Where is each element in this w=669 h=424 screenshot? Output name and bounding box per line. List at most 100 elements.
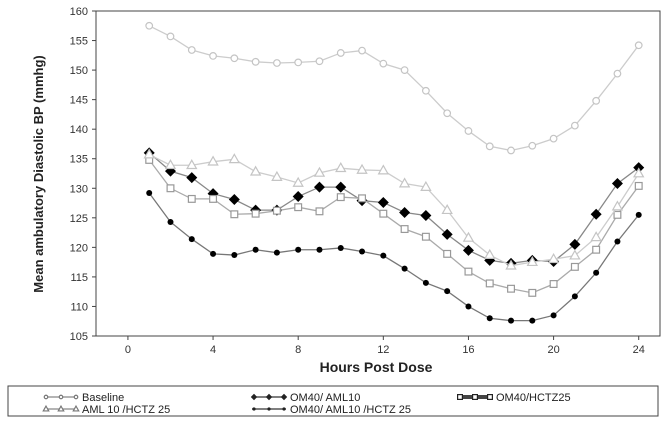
data-point <box>462 244 474 256</box>
data-point <box>358 194 367 203</box>
data-point <box>592 245 601 254</box>
x-tick-label: 24 <box>633 344 645 356</box>
data-point <box>444 288 451 295</box>
x-axis-title: Hours Post Dose <box>320 359 433 375</box>
legend-marker <box>57 404 65 412</box>
x-axis: 0 4 8 12 16 20 24 <box>125 336 645 356</box>
data-point <box>421 232 430 241</box>
data-point <box>210 250 217 257</box>
data-point <box>145 21 154 30</box>
data-point <box>592 96 601 105</box>
legend-label: Baseline <box>82 392 124 404</box>
data-point <box>186 159 198 170</box>
data-point <box>550 312 557 319</box>
data-point <box>166 184 175 193</box>
data-point <box>187 46 196 54</box>
data-point <box>143 148 155 159</box>
data-point <box>377 196 389 208</box>
data-point <box>611 200 624 211</box>
data-point <box>508 317 515 324</box>
data-point <box>401 265 408 272</box>
data-point <box>186 172 198 184</box>
legend-entry: OM40/ AML10 <box>250 392 360 404</box>
x-tick-label: 16 <box>462 344 474 356</box>
data-point <box>613 210 622 219</box>
y-tick-label: 110 <box>70 301 88 313</box>
y-axis: 105 110 115 120 125 130 135 140 145 150 155 160 <box>70 6 96 343</box>
data-point <box>252 246 259 253</box>
data-point <box>549 280 558 288</box>
data-point <box>464 127 473 135</box>
data-point <box>570 262 579 271</box>
data-point <box>400 225 409 234</box>
series-aml-10-hctz-25 <box>143 148 645 270</box>
data-point <box>569 238 581 250</box>
data-point <box>271 170 283 181</box>
data-point <box>507 146 515 155</box>
data-point <box>273 249 280 256</box>
data-point <box>379 209 388 218</box>
data-point <box>230 210 239 219</box>
data-point <box>207 155 219 166</box>
legend-marker <box>252 407 256 411</box>
data-point <box>335 162 347 173</box>
data-point <box>187 194 196 203</box>
y-tick-label: 150 <box>70 65 88 77</box>
data-point <box>634 41 643 50</box>
y-axis-title: Mean ambulatory Diastolic BP (mmhg) <box>31 55 46 292</box>
data-point <box>569 249 581 260</box>
data-point <box>336 193 345 202</box>
data-point <box>166 32 175 41</box>
y-tick-label: 105 <box>70 331 88 343</box>
y-tick-label: 155 <box>70 36 88 48</box>
legend-entry: OM40/ AML10 /HCTZ 25 <box>252 404 411 416</box>
legend-marker <box>282 407 286 411</box>
legend-marker <box>42 404 50 412</box>
data-point <box>422 279 429 286</box>
data-point <box>486 315 493 322</box>
data-point <box>273 59 281 67</box>
data-point <box>465 303 472 310</box>
legend-marker <box>72 404 80 412</box>
data-point <box>336 49 345 57</box>
data-point <box>358 46 366 55</box>
data-point <box>315 57 324 66</box>
data-point <box>443 249 452 258</box>
data-point <box>231 252 238 259</box>
data-point <box>398 177 411 188</box>
data-point <box>421 86 430 95</box>
x-tick-label: 4 <box>210 344 216 356</box>
data-point <box>443 109 452 118</box>
legend-label: OM40/HCTZ25 <box>496 392 571 404</box>
data-point <box>420 180 432 191</box>
series-line <box>148 192 640 322</box>
x-tick-label: 12 <box>377 344 389 356</box>
data-point <box>313 166 326 177</box>
data-point <box>337 244 344 251</box>
data-point <box>228 153 241 164</box>
legend-marker <box>267 407 271 411</box>
legend-label: OM40/ AML10 /HCTZ 25 <box>290 404 411 416</box>
data-point <box>292 191 304 203</box>
data-point <box>528 141 537 150</box>
legend-label: OM40/ AML10 <box>290 392 360 404</box>
legend-marker <box>58 394 64 400</box>
data-point <box>526 255 539 267</box>
data-point <box>590 231 602 242</box>
data-point <box>251 57 260 66</box>
data-point <box>505 259 517 270</box>
legend-marker <box>457 394 464 401</box>
data-point <box>549 134 558 143</box>
data-point <box>484 248 496 259</box>
data-point <box>547 253 560 264</box>
data-point <box>420 209 432 221</box>
data-point <box>251 209 260 218</box>
legend-marker <box>472 394 479 401</box>
legend: Baseline OM40/ AML10 OM40/HCTZ25 AML 10 /HC… <box>42 392 571 416</box>
data-point <box>593 269 600 276</box>
y-tick-label: 145 <box>70 95 88 107</box>
data-point <box>441 228 453 240</box>
legend-entry: OM40/HCTZ25 <box>457 392 571 404</box>
data-point <box>399 207 411 218</box>
